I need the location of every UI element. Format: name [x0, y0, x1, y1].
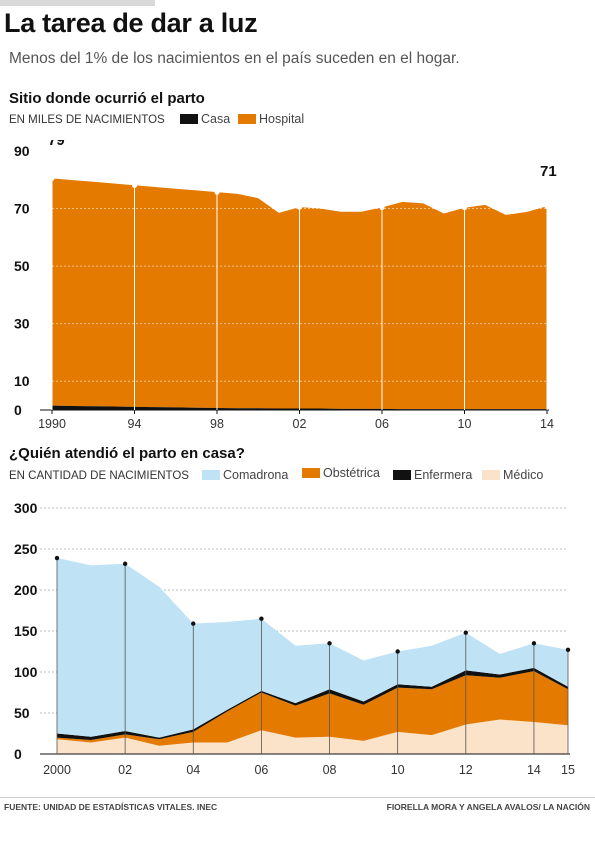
start-value-label: 79	[48, 140, 65, 149]
chart1-title: Sitio donde ocurrió el parto	[9, 90, 205, 107]
y-tick-label: 100	[14, 664, 38, 680]
series-area-obstetrica	[57, 671, 568, 746]
y-tick-label: 90	[14, 143, 30, 159]
data-point-marker	[49, 175, 55, 181]
x-tick-label: 98	[210, 417, 224, 431]
end-value-label: 71	[540, 163, 557, 180]
data-point-marker	[296, 204, 303, 210]
x-tick-label: 12	[459, 763, 473, 777]
enfermera-swatch	[393, 470, 411, 480]
legend-label-enfermera: Enfermera	[414, 468, 473, 482]
chart2-legend-enfermera: Enfermera	[393, 468, 472, 482]
legend-label-hospital: Hospital	[259, 112, 305, 126]
x-tick-label: 14	[527, 763, 541, 777]
chart2-legend-comadrona: Comadrona	[202, 468, 288, 482]
obstetrica-swatch	[302, 468, 320, 478]
data-point-marker	[544, 203, 550, 209]
data-point-marker	[131, 182, 138, 188]
hospital-swatch	[238, 114, 256, 124]
y-tick-label: 150	[14, 623, 38, 639]
y-tick-label: 200	[14, 582, 38, 598]
y-tick-label: 50	[14, 705, 30, 721]
source-credit: FUENTE: UNIDAD DE ESTADÍSTICAS VITALES. …	[4, 802, 218, 812]
chart2-legend-obstetrica: Obstétrica	[302, 466, 380, 480]
chart1-area-chart: 0 10 30 50 70 90 1990 94 98 02 06 10 14 79 71	[14, 140, 557, 431]
y-tick-label: 30	[14, 316, 30, 332]
x-tick-label: 2000	[43, 763, 71, 777]
data-point-marker	[461, 205, 468, 211]
medico-swatch	[482, 470, 500, 480]
page-subtitle: Menos del 1% de los nacimientos en el pa…	[9, 50, 460, 67]
legend-label-casa: Casa	[201, 112, 231, 126]
y-tick-label: 300	[14, 500, 38, 516]
data-point-marker	[395, 649, 400, 654]
chart1-legend-hospital: Hospital	[238, 112, 304, 126]
x-tick-label: 08	[323, 763, 337, 777]
x-tick-label: 94	[128, 417, 142, 431]
data-point-marker	[54, 555, 60, 561]
series-area-casa	[52, 405, 547, 410]
x-tick-label: 10	[458, 417, 472, 431]
x-tick-label: 04	[186, 763, 200, 777]
chart2-legend-medico: Médico	[482, 468, 543, 482]
x-tick-label: 02	[293, 417, 307, 431]
x-tick-label: 1990	[38, 417, 66, 431]
data-point-marker	[531, 641, 537, 646]
footer-divider	[0, 797, 595, 798]
chart2-title: ¿Quién atendió el parto en casa?	[9, 445, 245, 462]
comadrona-swatch	[202, 470, 220, 480]
y-tick-label: 70	[14, 201, 30, 217]
chart2-units: EN CANTIDAD DE NACIMIENTOS	[9, 470, 189, 482]
y-tick-label: 0	[14, 746, 22, 762]
y-tick-label: 50	[14, 258, 30, 274]
x-tick-label: 02	[118, 763, 132, 777]
x-tick-label: 14	[540, 417, 554, 431]
y-tick-label: 250	[14, 541, 38, 557]
data-point-marker	[379, 204, 385, 211]
author-credit: FIORELLA MORA Y ANGELA AVALOS/ LA NACIÓN	[386, 802, 590, 812]
chart1-units: EN MILES DE NACIMIENTOS	[9, 114, 165, 126]
x-tick-label: 06	[375, 417, 389, 431]
y-tick-label: 10	[14, 373, 30, 389]
data-point-marker	[327, 641, 332, 646]
chart1-legend-casa: Casa	[180, 112, 230, 126]
legend-label-medico: Médico	[503, 468, 544, 482]
data-point-marker	[122, 561, 128, 566]
legend-label-comadrona: Comadrona	[223, 468, 289, 482]
chart2-area-chart: 0 50 100 150 200 250 300 2000 02 04 06 08 10 12 14 15	[14, 500, 575, 777]
x-tick-label: 10	[391, 763, 405, 777]
top-accent-bar	[0, 0, 155, 6]
page-title: La tarea de dar a luz	[4, 8, 258, 38]
data-point-marker	[214, 189, 220, 195]
y-tick-label: 0	[14, 402, 22, 418]
casa-swatch	[180, 114, 198, 124]
x-tick-label: 15	[561, 763, 575, 777]
legend-label-obstetrica: Obstétrica	[323, 466, 380, 480]
data-point-marker	[565, 647, 571, 653]
data-point-marker	[259, 616, 264, 621]
series-area-comadrona	[57, 558, 568, 738]
data-point-marker	[463, 630, 468, 635]
x-tick-label: 06	[254, 763, 268, 777]
data-point-marker	[191, 621, 196, 626]
series-area-medico	[57, 719, 568, 754]
